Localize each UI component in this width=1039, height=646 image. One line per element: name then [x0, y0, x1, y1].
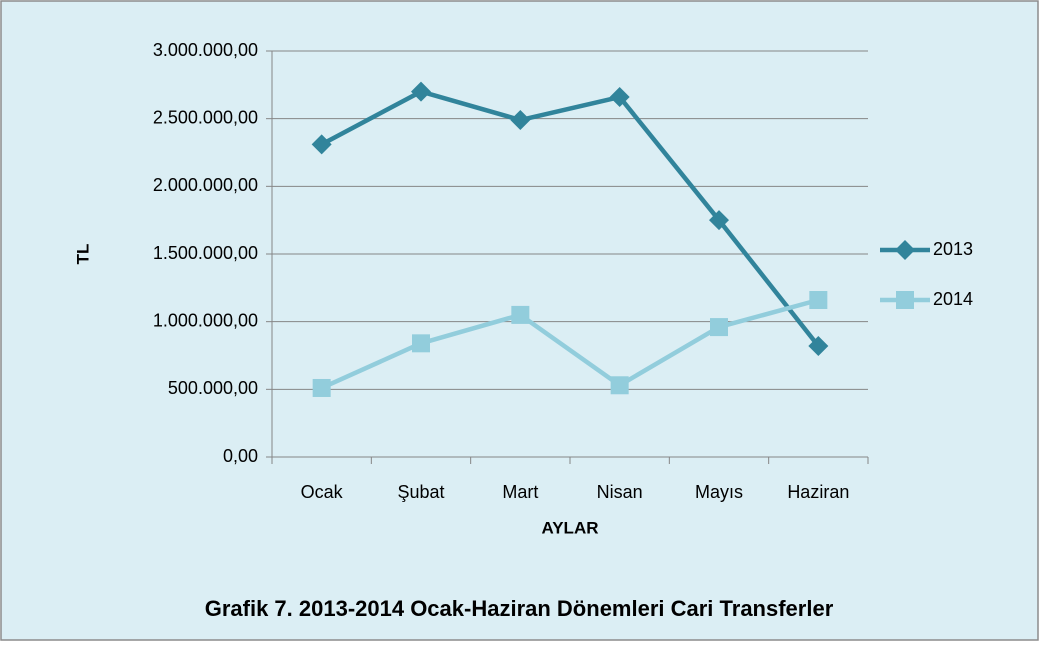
legend-marker: [896, 291, 914, 309]
x-tick-label: Şubat: [397, 482, 444, 502]
series-line: [320, 89, 821, 348]
data-point: [510, 110, 531, 131]
x-axis-title: AYLAR: [542, 518, 599, 537]
y-tick-label: 1.500.000,00: [153, 243, 258, 263]
data-point: [511, 305, 530, 324]
y-tick-label: 0,00: [223, 446, 258, 466]
series-line: [320, 297, 819, 391]
legend-marker: [895, 240, 915, 260]
x-tick-label: Nisan: [597, 482, 643, 502]
y-axis-title: TL: [73, 244, 92, 265]
data-point: [311, 134, 332, 155]
x-tick-label: Mart: [502, 482, 538, 502]
y-tick-label: 500.000,00: [168, 378, 258, 398]
y-tick-label: 3.000.000,00: [153, 40, 258, 60]
chart-title: Grafik 7. 2013-2014 Ocak-Haziran Dönemle…: [205, 596, 834, 621]
data-point: [412, 334, 430, 353]
data-point: [710, 318, 728, 337]
y-tick-label: 2.500.000,00: [153, 107, 258, 127]
data-point: [609, 87, 630, 108]
data-point: [709, 210, 729, 231]
data-point: [808, 336, 829, 357]
data-point: [610, 376, 629, 395]
x-tick-label: Mayıs: [695, 482, 743, 502]
data-point: [411, 81, 431, 102]
data-point: [312, 378, 331, 397]
data-point: [809, 291, 828, 310]
y-tick-label: 2.000.000,00: [153, 175, 258, 195]
legend-label: 2014: [933, 289, 973, 309]
y-tick-label: 1.000.000,00: [153, 310, 258, 330]
x-tick-label: Ocak: [301, 482, 344, 502]
x-tick-label: Haziran: [787, 482, 849, 502]
legend-label: 2013: [933, 239, 973, 259]
